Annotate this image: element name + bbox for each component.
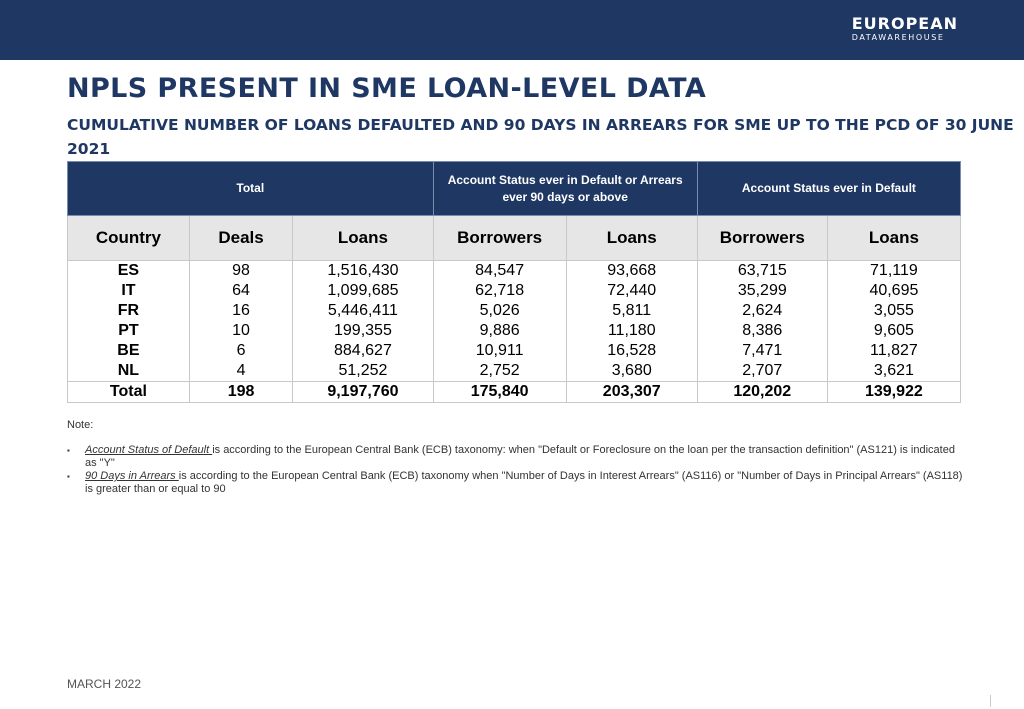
cell-total-borrowers-default: 120,202 — [696, 381, 828, 403]
cell-loans-arrears: 72,440 — [565, 281, 698, 301]
cell-borrowers-default: 35,299 — [696, 281, 828, 301]
brand-subname: DATAWAREHOUSE — [851, 33, 945, 42]
cell-loans-total: 199,355 — [292, 321, 434, 341]
column-header-loans-total: Loans — [292, 215, 434, 261]
table-row: ES 98 1,516,430 84,547 93,668 63,715 71,… — [67, 260, 962, 281]
cell-loans-total: 1,099,685 — [292, 281, 434, 301]
column-header-country: Country — [67, 215, 190, 261]
cell-total-label: Total — [67, 381, 190, 403]
note-term: Account Status of Default — [85, 444, 213, 456]
cell-country: ES — [67, 260, 190, 281]
cell-total-deals: 198 — [188, 381, 294, 403]
group-header-default-or-arrears: Account Status ever in Default or Arrear… — [432, 161, 698, 216]
note-term: 90 Days in Arrears — [85, 470, 179, 482]
column-header-loans-default: Loans — [826, 215, 962, 261]
cell-deals: 98 — [188, 260, 294, 281]
cell-loans-arrears: 5,811 — [565, 301, 698, 321]
table-total-row: Total 198 9,197,760 175,840 203,307 120,… — [67, 381, 962, 403]
cell-deals: 10 — [188, 321, 294, 341]
npl-table-container: Total Account Status ever in Default or … — [67, 161, 962, 403]
cell-country: NL — [67, 361, 190, 382]
note-item-arrears: ▪ 90 Days in Arrears is according to the … — [67, 470, 967, 496]
npl-table: Total Account Status ever in Default or … — [67, 161, 962, 403]
corner-divider — [990, 695, 991, 707]
cell-total-borrowers-arrears: 175,840 — [432, 381, 567, 403]
bullet-icon: ▪ — [67, 446, 70, 455]
cell-borrowers-arrears: 2,752 — [432, 361, 567, 382]
cell-deals: 64 — [188, 281, 294, 301]
cell-loans-arrears: 3,680 — [565, 361, 698, 382]
table-row: NL 4 51,252 2,752 3,680 2,707 3,621 — [67, 361, 962, 382]
cell-borrowers-arrears: 84,547 — [432, 260, 567, 281]
cell-total-loans-arrears: 203,307 — [565, 381, 698, 403]
column-header-deals: Deals — [188, 215, 294, 261]
header-bar: EUROPEAN DATAWAREHOUSE — [0, 0, 1024, 60]
cell-deals: 4 — [188, 361, 294, 382]
bullet-icon: ▪ — [67, 472, 70, 481]
cell-deals: 6 — [188, 341, 294, 361]
cell-total-loans-default: 139,922 — [826, 381, 962, 403]
cell-country: IT — [67, 281, 190, 301]
cell-total-loans: 9,197,760 — [292, 381, 434, 403]
note-text: 90 Days in Arrears is according to the E… — [85, 470, 965, 496]
column-header-row: Country Deals Loans Borrowers Loans Borr… — [67, 215, 962, 261]
cell-loans-default: 3,621 — [826, 361, 962, 382]
cell-loans-default: 11,827 — [826, 341, 962, 361]
cell-loans-default: 40,695 — [826, 281, 962, 301]
table-row: IT 64 1,099,685 62,718 72,440 35,299 40,… — [67, 281, 962, 301]
cell-loans-default: 71,119 — [826, 260, 962, 281]
cell-borrowers-default: 2,624 — [696, 301, 828, 321]
cell-borrowers-arrears: 9,886 — [432, 321, 567, 341]
cell-borrowers-arrears: 10,911 — [432, 341, 567, 361]
cell-borrowers-default: 63,715 — [696, 260, 828, 281]
group-header-total: Total — [67, 161, 434, 216]
cell-country: BE — [67, 341, 190, 361]
cell-country: PT — [67, 321, 190, 341]
column-header-loans-arrears: Loans — [565, 215, 698, 261]
cell-loans-default: 3,055 — [826, 301, 962, 321]
brand-logo: EUROPEAN DATAWAREHOUSE — [852, 15, 958, 43]
cell-loans-default: 9,605 — [826, 321, 962, 341]
note-description: is according to the European Central Ban… — [85, 470, 963, 495]
cell-loans-arrears: 11,180 — [565, 321, 698, 341]
note-description: is according to the European Central Ban… — [85, 444, 955, 469]
page-title: NPLS PRESENT IN SME LOAN-LEVEL DATA — [67, 73, 707, 104]
table-row: FR 16 5,446,411 5,026 5,811 2,624 3,055 — [67, 301, 962, 321]
cell-country: FR — [67, 301, 190, 321]
table-row: BE 6 884,627 10,911 16,528 7,471 11,827 — [67, 341, 962, 361]
cell-loans-total: 1,516,430 — [292, 260, 434, 281]
table-row: PT 10 199,355 9,886 11,180 8,386 9,605 — [67, 321, 962, 341]
column-header-borrowers-arrears: Borrowers — [432, 215, 567, 261]
note-text: Account Status of Default is according t… — [85, 444, 965, 470]
cell-borrowers-arrears: 62,718 — [432, 281, 567, 301]
cell-deals: 16 — [188, 301, 294, 321]
cell-loans-arrears: 93,668 — [565, 260, 698, 281]
footer-date: MARCH 2022 — [67, 677, 142, 691]
cell-borrowers-default: 7,471 — [696, 341, 828, 361]
page-subtitle: CUMULATIVE NUMBER OF LOANS DEFAULTED AND… — [67, 116, 1014, 158]
note-item-default: ▪ Account Status of Default is according … — [67, 444, 967, 470]
group-header-default: Account Status ever in Default — [696, 161, 962, 216]
cell-loans-total: 5,446,411 — [292, 301, 434, 321]
cell-borrowers-arrears: 5,026 — [432, 301, 567, 321]
group-header-row: Total Account Status ever in Default or … — [67, 161, 962, 216]
cell-loans-arrears: 16,528 — [565, 341, 698, 361]
cell-loans-total: 884,627 — [292, 341, 434, 361]
brand-name: EUROPEAN — [851, 14, 958, 33]
cell-borrowers-default: 2,707 — [696, 361, 828, 382]
column-header-borrowers-default: Borrowers — [696, 215, 828, 261]
cell-loans-total: 51,252 — [292, 361, 434, 382]
cell-borrowers-default: 8,386 — [696, 321, 828, 341]
note-label: Note: — [67, 419, 94, 431]
